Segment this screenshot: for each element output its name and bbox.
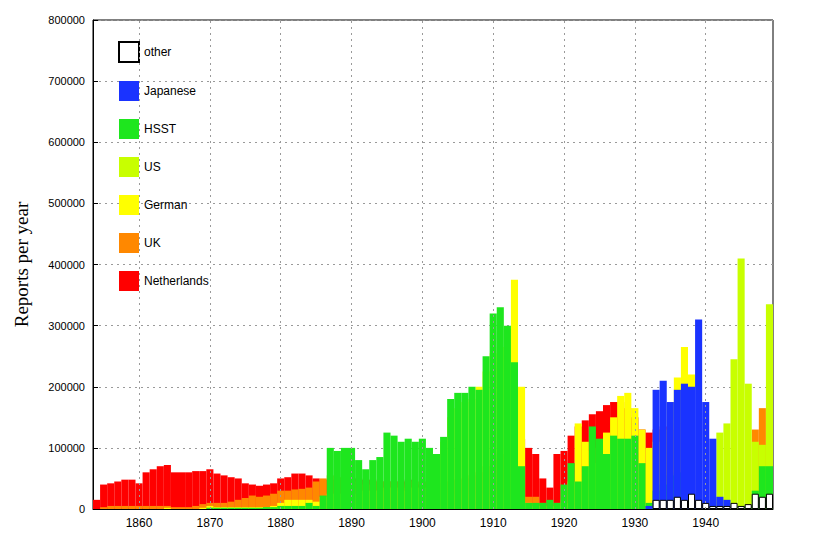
svg-text:1920: 1920	[551, 516, 578, 530]
svg-text:800000: 800000	[48, 14, 85, 26]
svg-text:1880: 1880	[267, 516, 294, 530]
svg-text:1940: 1940	[692, 516, 719, 530]
svg-text:0: 0	[79, 503, 85, 515]
svg-text:500000: 500000	[48, 197, 85, 209]
svg-text:Reports per year: Reports per year	[11, 201, 32, 327]
svg-text:200000: 200000	[48, 381, 85, 393]
svg-text:other: other	[144, 45, 171, 59]
svg-text:UK: UK	[144, 236, 161, 250]
svg-text:400000: 400000	[48, 259, 85, 271]
svg-text:1900: 1900	[409, 516, 436, 530]
svg-text:700000: 700000	[48, 75, 85, 87]
svg-text:Netherlands: Netherlands	[144, 274, 209, 288]
svg-text:1910: 1910	[480, 516, 507, 530]
svg-text:1870: 1870	[197, 516, 224, 530]
svg-text:US: US	[144, 160, 161, 174]
svg-text:1890: 1890	[338, 516, 365, 530]
svg-text:HSST: HSST	[144, 122, 177, 136]
svg-text:German: German	[144, 198, 187, 212]
svg-text:100000: 100000	[48, 442, 85, 454]
svg-text:1860: 1860	[126, 516, 153, 530]
svg-text:600000: 600000	[48, 136, 85, 148]
svg-text:1930: 1930	[622, 516, 649, 530]
svg-text:300000: 300000	[48, 320, 85, 332]
svg-text:Japanese: Japanese	[144, 84, 196, 98]
